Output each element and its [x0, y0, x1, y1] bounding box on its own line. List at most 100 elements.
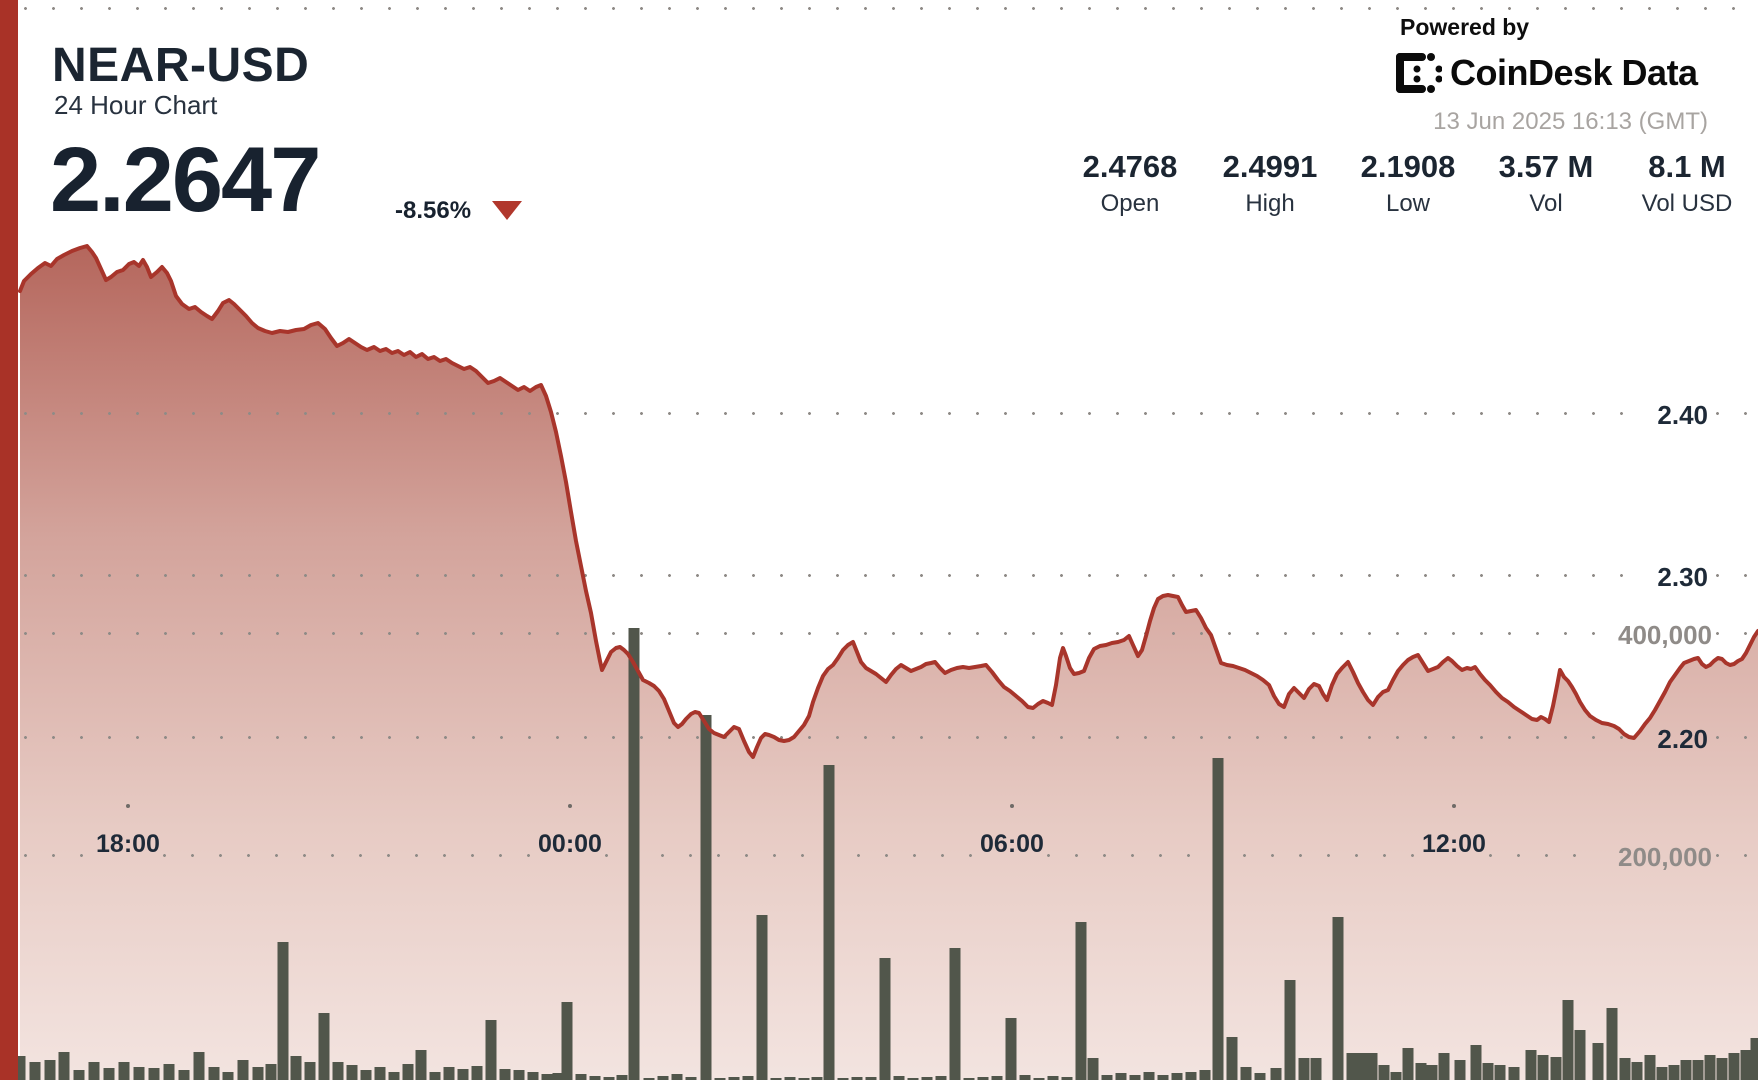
volume-bar	[879, 958, 891, 1080]
time-axis-label: 00:00	[538, 830, 602, 858]
volume-bar	[133, 1067, 145, 1080]
price-axis-label: 2.20	[1657, 724, 1708, 754]
volume-bar	[29, 1062, 41, 1080]
volume-bar	[485, 1020, 497, 1080]
volume-bar	[1143, 1072, 1155, 1080]
volume-bar	[1298, 1058, 1310, 1080]
volume-bar	[1115, 1073, 1127, 1080]
volume-bar	[643, 1078, 655, 1080]
volume-bar	[1346, 1053, 1358, 1080]
volume-bar	[589, 1076, 601, 1080]
volume-bar	[1199, 1070, 1211, 1080]
current-price: 2.2647	[50, 129, 321, 231]
volume-bar	[513, 1070, 525, 1080]
stat-high-label: High	[1245, 190, 1295, 218]
price-line	[18, 244, 1758, 759]
volume-bar	[1157, 1075, 1169, 1080]
grid-dot-row	[1716, 574, 1758, 577]
stat-high: 2.4991 High	[1223, 149, 1318, 218]
volume-bar	[1332, 917, 1344, 1080]
volume-bar	[756, 915, 768, 1080]
volume-bar	[265, 1064, 277, 1080]
volume-bar	[1101, 1075, 1113, 1080]
volume-bar	[193, 1052, 205, 1080]
volume-bar	[1171, 1073, 1183, 1080]
stat-low: 2.1908 Low	[1361, 149, 1456, 218]
volume-bar	[346, 1065, 358, 1080]
volume-bar	[527, 1072, 539, 1080]
volume-bar	[332, 1062, 344, 1080]
time-tick-dot	[126, 804, 130, 808]
volume-bar	[44, 1060, 56, 1080]
volume-bar	[1592, 1043, 1604, 1080]
volume-bar	[1631, 1062, 1643, 1080]
volume-bar	[1212, 758, 1224, 1080]
volume-bar	[949, 948, 961, 1080]
volume-bar	[575, 1074, 587, 1080]
grid-dot-row	[1716, 632, 1758, 635]
volume-bar	[865, 1077, 877, 1080]
volume-bar	[318, 1013, 330, 1080]
volume-bar	[921, 1077, 933, 1080]
volume-bar	[1284, 980, 1296, 1080]
volume-bar	[443, 1067, 455, 1080]
down-arrow-icon	[492, 201, 522, 220]
stat-vol-label: Vol	[1529, 190, 1563, 218]
volume-axis-label: 400,000	[1618, 620, 1712, 650]
volume-bar	[1087, 1058, 1099, 1080]
stat-vol-usd: 8.1 M Vol USD	[1641, 149, 1733, 218]
volume-bar	[1494, 1065, 1506, 1080]
volume-bar	[1019, 1075, 1031, 1080]
volume-bar	[1075, 922, 1087, 1080]
volume-bar	[907, 1078, 919, 1080]
volume-bar	[1378, 1065, 1390, 1080]
volume-bar	[1454, 1060, 1466, 1080]
volume-bar	[1656, 1067, 1668, 1080]
volume-bar	[499, 1069, 511, 1080]
volume-bar	[237, 1060, 249, 1080]
volume-bar	[163, 1064, 175, 1080]
volume-axis-label: 200,000	[1618, 842, 1712, 872]
powered-by-label: Powered by	[1400, 14, 1530, 40]
volume-bar	[784, 1077, 796, 1080]
volume-bar	[1310, 1058, 1322, 1080]
volume-bar	[277, 942, 289, 1080]
volume-bar	[1356, 1053, 1368, 1080]
time-tick-dot	[1010, 804, 1014, 808]
volume-bar	[1366, 1053, 1378, 1080]
volume-bar	[148, 1068, 160, 1080]
volume-bar	[1728, 1053, 1740, 1080]
volume-bar	[1606, 1008, 1618, 1080]
volume-bar	[1525, 1050, 1537, 1080]
volume-bar	[457, 1069, 469, 1080]
grid-dot-row	[24, 574, 1642, 577]
volume-bar	[73, 1070, 85, 1080]
volume-bar	[1644, 1055, 1656, 1080]
volume-bar	[304, 1062, 316, 1080]
volume-bar	[603, 1077, 615, 1080]
volume-bar	[1537, 1055, 1549, 1080]
volume-bar	[671, 1074, 683, 1080]
volume-bar	[402, 1064, 414, 1080]
time-tick-dot	[568, 804, 572, 808]
volume-bar	[893, 1076, 905, 1080]
stat-vol-usd-label: Vol USD	[1641, 190, 1733, 218]
stat-low-label: Low	[1385, 190, 1431, 218]
time-axis-label: 12:00	[1422, 830, 1486, 858]
time-tick-dot	[1452, 804, 1456, 808]
grid-dot-row	[24, 7, 1758, 10]
volume-bar	[742, 1076, 754, 1080]
volume-bar	[1129, 1075, 1141, 1080]
volume-bar	[1402, 1048, 1414, 1080]
volume-bar	[1716, 1058, 1728, 1080]
volume-bar	[823, 765, 835, 1080]
volume-bar	[388, 1072, 400, 1080]
coindesk-logo: CoinDesk Data	[1396, 52, 1698, 94]
volume-bar	[222, 1072, 234, 1080]
volume-bar	[714, 1078, 726, 1080]
volume-bar	[1750, 1038, 1758, 1080]
grid-dot-row	[1716, 412, 1758, 415]
volume-bar	[728, 1077, 740, 1080]
volume-bar	[471, 1066, 483, 1080]
